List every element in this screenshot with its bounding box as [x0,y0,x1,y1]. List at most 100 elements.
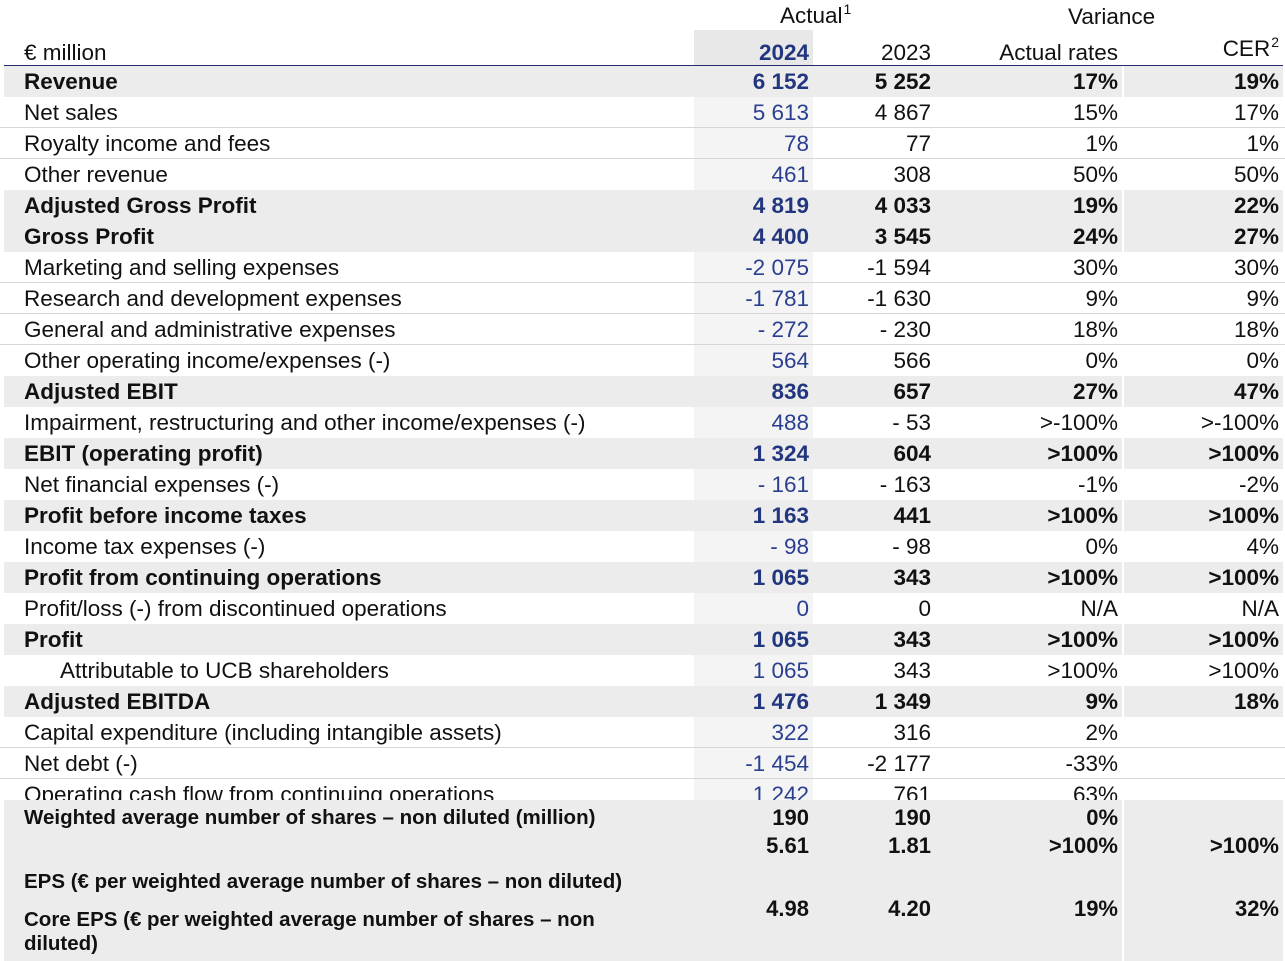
variance-actual-rates: 0% [1085,348,1118,373]
value-2024: 78 [694,128,813,158]
variance-actual-rates: 50% [1072,162,1118,187]
variance-group-label: Variance [1068,4,1156,29]
table-row: Research and development expenses -1 781 -… [0,283,1285,314]
row-label: Attributable to UCB shareholders [60,658,389,683]
variance-cer: 4% [1246,534,1279,559]
row-label: Gross Profit [4,221,694,252]
row-label: Profit before income taxes [4,500,694,531]
value-2024: -1 781 [694,283,813,313]
eps-label: EPS (€ per weighted average number of sh… [24,870,623,893]
row-label: Royalty income and fees [24,131,271,156]
table-row: Gross Profit 4 400 3 545 24% 27% [0,221,1285,252]
table-row: Revenue 6 152 5 252 17% 19% [0,66,1285,97]
value-2023: -1 630 [867,286,931,311]
table-row: Income tax expenses (-) - 98 - 98 0% 4% [0,531,1285,562]
value-2024: 1 065 [694,624,813,655]
variance-actual-rates: 30% [1072,255,1118,280]
table-row: Profit before income taxes 1 163 441 >100% >… [0,500,1285,531]
value-2024: 4 819 [694,190,813,221]
value-2023: 343 [813,624,935,655]
value-2023: -2 177 [867,751,931,776]
shares-label: Weighted average number of shares – non … [24,806,596,829]
value-2023: 566 [893,348,931,373]
variance-actual-rates: >-100% [1039,410,1118,435]
core-eps-label-line1: Core EPS (€ per weighted average number … [24,908,595,931]
table-row: Adjusted Gross Profit 4 819 4 033 19% 22% [0,190,1285,221]
value-2024: 4 400 [694,221,813,252]
eps-block-background-left [4,800,1122,961]
cer-footnote: 2 [1271,34,1279,50]
value-2023: -1 594 [867,255,931,280]
value-2024: 0 [694,593,813,624]
variance-cer: 22% [1124,190,1283,221]
row-label: Net debt (-) [24,751,138,776]
value-2024: 1 065 [694,562,813,593]
shares-actual-variance: 0% [1086,805,1118,830]
row-label: Revenue [4,66,694,97]
column-header-cer: CER2 [1124,34,1279,64]
table-row: Marketing and selling expenses -2 075 -1 5… [0,252,1285,283]
table-row: Other revenue 461 308 50% 50% [0,159,1285,190]
header-2024-background [694,30,813,65]
variance-cer: 18% [1124,686,1283,717]
unit-label: € million [24,40,107,65]
value-2024: 6 152 [694,66,813,97]
row-label: Other operating income/expenses (-) [24,348,391,373]
table-row: Attributable to UCB shareholders 1 065 343… [0,655,1285,686]
variance-actual-rates: -1% [1077,472,1118,497]
value-2024: 1 476 [694,686,813,717]
table-row: Adjusted EBITDA 1 476 1 349 9% 18% [0,686,1285,717]
cer-label-text: CER [1222,36,1271,61]
shares-2024: 190 [772,805,809,830]
row-label: Net sales [24,100,118,125]
value-2024: 5 613 [694,97,813,127]
table-row: Other operating income/expenses (-) 564 56… [0,345,1285,376]
core-eps-2023: 4.20 [888,896,931,921]
variance-cer: 19% [1124,66,1283,97]
row-label: Other revenue [24,162,168,187]
table-row: Net financial expenses (-) - 161 - 163 -1% -… [0,469,1285,500]
value-2023: 5 252 [813,66,935,97]
table-row: Net sales 5 613 4 867 15% 17% [0,97,1285,128]
row-label: EBIT (operating profit) [4,438,694,469]
table-row: Profit/loss (-) from discontinued operat… [0,593,1285,624]
variance-cer: -2% [1238,472,1279,497]
value-2023: 308 [893,162,931,187]
variance-cer: N/A [1241,596,1279,621]
value-2024: 461 [694,159,813,190]
variance-actual-rates: 24% [935,221,1122,252]
variance-cer: 50% [1233,162,1279,187]
table-row: Profit from continuing operations 1 065 34… [0,562,1285,593]
actual-group-label: Actual1 [780,1,852,31]
column-header-2024: 2024 [758,40,809,65]
value-2024: -2 075 [694,252,813,282]
core-eps-2024: 4.98 [766,896,809,921]
value-2023: 4 867 [874,100,931,125]
column-header-actual-rates: Actual rates [999,40,1118,65]
table-row: EBIT (operating profit) 1 324 604 >100% >100… [0,438,1285,469]
eps-block-background-right [1124,800,1283,961]
variance-cer: >-100% [1200,410,1279,435]
value-2023: 343 [893,658,931,683]
row-label: Adjusted EBIT [4,376,694,407]
variance-actual-rates: >100% [935,500,1122,531]
eps-2024: 5.61 [766,833,809,858]
value-2023: 343 [813,562,935,593]
table-row: Net debt (-) -1 454 -2 177 -33% [0,748,1285,779]
variance-cer: >100% [1124,438,1283,469]
variance-cer: 1% [1246,131,1279,156]
value-2023: 4 033 [813,190,935,221]
value-2024: 564 [694,345,813,376]
eps-block: Weighted average number of shares – non … [0,800,1285,961]
value-2023: - 98 [892,534,931,559]
row-label: Profit from continuing operations [4,562,694,593]
value-2023: 3 545 [813,221,935,252]
table-row: Profit 1 065 343 >100% >100% [0,624,1285,655]
variance-cer [1124,717,1283,747]
value-2024: 1 163 [694,500,813,531]
column-header-2023: 2023 [880,40,931,65]
actual-footnote: 1 [843,1,852,17]
value-2024: 488 [694,407,813,438]
eps-actual-variance: >100% [1048,833,1118,858]
value-2023: - 53 [892,410,931,435]
